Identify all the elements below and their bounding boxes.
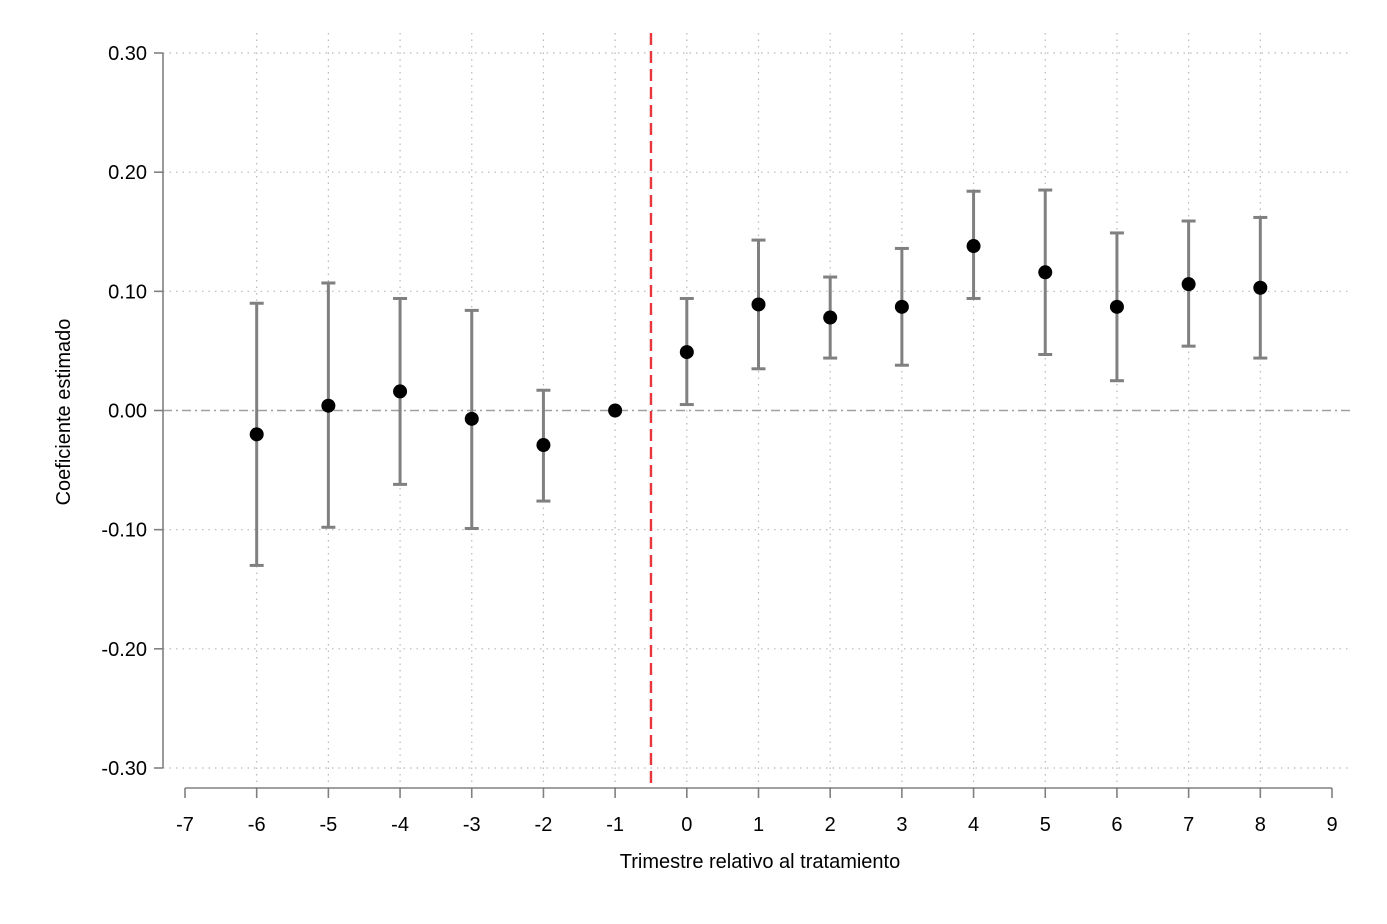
y-tick-label: -0.30 — [101, 758, 147, 780]
y-tick-label: 0.00 — [108, 401, 147, 423]
data-point — [751, 297, 766, 312]
data-points — [249, 239, 1268, 453]
x-tick-label: 1 — [753, 814, 764, 836]
data-point — [1253, 280, 1268, 295]
data-point — [536, 438, 551, 453]
error-bars — [249, 188, 1268, 567]
data-point — [1038, 265, 1053, 280]
x-tick-label: 4 — [968, 814, 979, 836]
x-tick-label: 3 — [896, 814, 907, 836]
y-tick-label: -0.10 — [101, 520, 147, 542]
data-point — [679, 345, 694, 360]
x-tick-label: -4 — [391, 814, 409, 836]
y-tick-label: -0.20 — [101, 639, 147, 661]
data-point — [1181, 277, 1196, 292]
axes: 0.30 0.20 0.10 0.00 -0.10 -0.20 -0.30 -7 -6 -5 -4 -… — [101, 43, 1337, 836]
data-point — [249, 427, 264, 442]
x-tick-label: 5 — [1040, 814, 1051, 836]
x-tick-label: 8 — [1255, 814, 1266, 836]
x-tick-label: 6 — [1111, 814, 1122, 836]
data-point — [966, 239, 981, 254]
x-tick-label: 0 — [681, 814, 692, 836]
x-tick-label: 2 — [825, 814, 836, 836]
x-tick-label: -3 — [463, 814, 481, 836]
x-tick-label: -7 — [176, 814, 194, 836]
data-point — [321, 398, 336, 413]
data-point — [608, 403, 623, 418]
x-tick-label: 7 — [1183, 814, 1194, 836]
x-axis-title: Trimestre relativo al tratamiento — [620, 851, 900, 873]
x-tick-label: -2 — [535, 814, 553, 836]
y-tick-label: 0.20 — [108, 162, 147, 184]
x-tick-label: -6 — [248, 814, 266, 836]
y-tick-label: 0.30 — [108, 43, 147, 65]
data-point — [393, 384, 408, 399]
x-tick-label: 9 — [1326, 814, 1337, 836]
x-tick-label: -1 — [606, 814, 624, 836]
data-point — [1109, 299, 1124, 314]
y-axis-title: Coeficiente estimado — [53, 319, 75, 506]
reference-lines — [163, 33, 1350, 788]
y-tick-label: 0.10 — [108, 281, 147, 303]
data-point — [823, 310, 838, 325]
data-point — [464, 411, 479, 426]
data-point — [894, 299, 909, 314]
x-tick-label: -5 — [319, 814, 337, 836]
